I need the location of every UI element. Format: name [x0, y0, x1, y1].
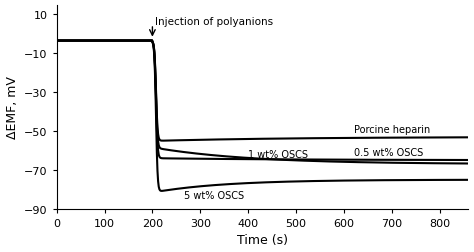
Y-axis label: ΔEMF, mV: ΔEMF, mV — [6, 76, 18, 139]
Text: Injection of polyanions: Injection of polyanions — [155, 17, 273, 27]
Text: 5 wt% OSCS: 5 wt% OSCS — [183, 191, 244, 200]
Text: 1 wt% OSCS: 1 wt% OSCS — [248, 150, 308, 160]
Text: 0.5 wt% OSCS: 0.5 wt% OSCS — [354, 148, 423, 158]
X-axis label: Time (s): Time (s) — [237, 234, 288, 246]
Text: Porcine heparin: Porcine heparin — [354, 124, 430, 135]
